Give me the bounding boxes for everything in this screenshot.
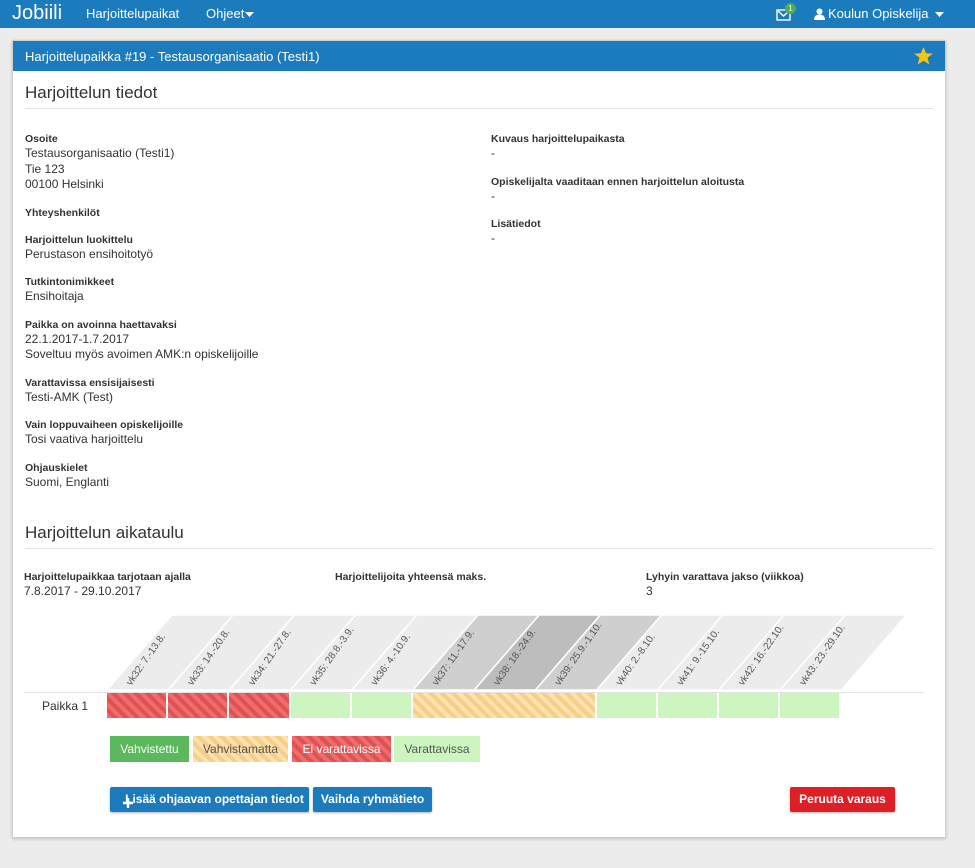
field: Osoite Testausorganisaatio (Testi1) Tie 12… — [25, 132, 465, 193]
field-label: Lisätiedot — [491, 218, 541, 230]
field-label: Kuvaus harjoittelupaikasta — [491, 133, 625, 145]
divider — [25, 548, 933, 549]
schedule-cell[interactable] — [168, 693, 230, 718]
field-value: Soveltuu myös avoimen AMK:n opiskelijoil… — [25, 347, 259, 361]
section-title: Harjoittelun aikataulu — [25, 523, 184, 542]
divider — [25, 108, 933, 109]
row-divider — [24, 692, 924, 693]
schedule-cell[interactable] — [107, 693, 169, 718]
info-value: 3 — [646, 584, 653, 598]
field-value: Ensihoitaja — [25, 289, 84, 303]
field: Paikka on avoinna haettavaksi 22.1.2017-1… — [25, 318, 465, 363]
plus-icon — [123, 795, 133, 808]
field-value: Tie 123 — [25, 161, 65, 176]
schedule-cell[interactable] — [719, 693, 781, 718]
week-headers: vk32: 7.-13.8. vk33: 14.-20.8. vk34: 21.-2… — [105, 614, 909, 691]
field-value: 22.1.2017-1.7.2017 — [25, 331, 130, 346]
legend-item: Ei varattavissa — [292, 736, 391, 762]
panel-title: Harjoittelupaikka #19 - Testausorganisaa… — [25, 49, 320, 64]
info-label: Harjoittelupaikkaa tarjotaan ajalla — [24, 571, 191, 583]
field-value: Tosi vaativa harjoittelu — [25, 432, 144, 446]
schedule-cell[interactable] — [290, 693, 352, 718]
field-label: Yhteyshenkilöt — [25, 206, 100, 219]
field: Tutkintonimikkeet Ensihoitaja — [25, 275, 465, 305]
info-value: 7.8.2017 - 29.10.2017 — [24, 584, 142, 598]
field-label: Ohjauskielet — [25, 461, 88, 474]
field: Lisätiedot - — [491, 217, 931, 247]
button[interactable]: Vaihda ryhmätieto — [313, 787, 432, 812]
plus — [123, 798, 133, 808]
caret — [245, 12, 254, 17]
legend-item: Varattavissa — [394, 736, 480, 762]
button[interactable]: Lisää ohjaavan opettajan tiedot — [110, 787, 309, 812]
field: Ohjauskielet Suomi, Englanti — [25, 461, 465, 491]
field-value: - — [491, 146, 495, 160]
info-label: Harjoittelijoita yhteensä maks. — [335, 571, 487, 583]
field-value: Testi-AMK (Test) — [25, 389, 114, 404]
badge: 1 — [785, 3, 796, 14]
button[interactable]: Peruuta varaus — [790, 787, 895, 812]
field: Opiskelijalta vaaditaan ennen harjoittel… — [491, 175, 931, 205]
section-title: Harjoittelun tiedot — [25, 83, 158, 102]
schedule-cell[interactable] — [229, 693, 291, 718]
panel-header: Harjoittelupaikka #19 - Testausorganisaa… — [13, 41, 945, 71]
field-label: Harjoittelun luokittelu — [25, 233, 133, 246]
field-value: Testausorganisaatio (Testi1) — [25, 146, 175, 160]
field-value: - — [491, 231, 495, 245]
nav-link[interactable]: Harjoittelupaikat — [86, 6, 180, 21]
schedule-cell[interactable] — [780, 693, 842, 718]
schedule-cell[interactable] — [596, 693, 658, 718]
field: Vain loppuvaiheen opiskelijoille Tosi vaa… — [25, 418, 465, 448]
field-value: 00100 Helsinki — [25, 177, 104, 191]
field: Yhteyshenkilöt — [25, 206, 465, 220]
field-value: - — [491, 188, 495, 203]
navbar: Jobiili Harjoittelupaikat Ohjeet 1 Koulu… — [0, 0, 975, 28]
legend-item: Vahvistamatta — [193, 736, 288, 762]
field-value: Perustason ensihoitotyö — [25, 246, 154, 261]
field: Varattavissa ensisijaisesti Testi-AMK (Te… — [25, 376, 465, 406]
field-label: Varattavissa ensisijaisesti — [25, 376, 155, 389]
nav-link[interactable]: Ohjeet — [206, 6, 245, 21]
field-label: Tutkintonimikkeet — [25, 276, 115, 288]
row-label: Paikka 1 — [42, 699, 89, 713]
field-label: Osoite — [25, 133, 58, 145]
schedule-cell[interactable] — [351, 693, 413, 718]
field-label: Vain loppuvaiheen opiskelijoille — [25, 419, 184, 431]
caret — [935, 12, 944, 17]
left-column: Osoite Testausorganisaatio (Testi1) Tie 12… — [25, 132, 465, 503]
brand[interactable]: Jobiili — [12, 2, 63, 24]
info-label: Lyhyin varattava jakso (viikkoa) — [646, 571, 804, 583]
user-icon — [814, 8, 825, 20]
legend-item: Vahvistettu — [110, 736, 189, 762]
favorite-star[interactable] — [914, 47, 933, 65]
field-label: Paikka on avoinna haettavaksi — [25, 318, 177, 331]
right-column: Kuvaus harjoittelupaikasta - Opiskelijalta… — [491, 132, 931, 260]
week-header — [778, 614, 909, 691]
field-value: Suomi, Englanti — [25, 474, 110, 489]
field: Harjoittelun luokittelu Perustason ensiho… — [25, 233, 465, 263]
field: Kuvaus harjoittelupaikasta - — [491, 132, 931, 162]
schedule-cell[interactable] — [657, 693, 719, 718]
user-menu[interactable]: Koulun Opiskelija — [828, 6, 929, 21]
field-label: Opiskelijalta vaaditaan ennen harjoittel… — [491, 175, 745, 188]
schedule-cell[interactable] — [413, 693, 597, 718]
